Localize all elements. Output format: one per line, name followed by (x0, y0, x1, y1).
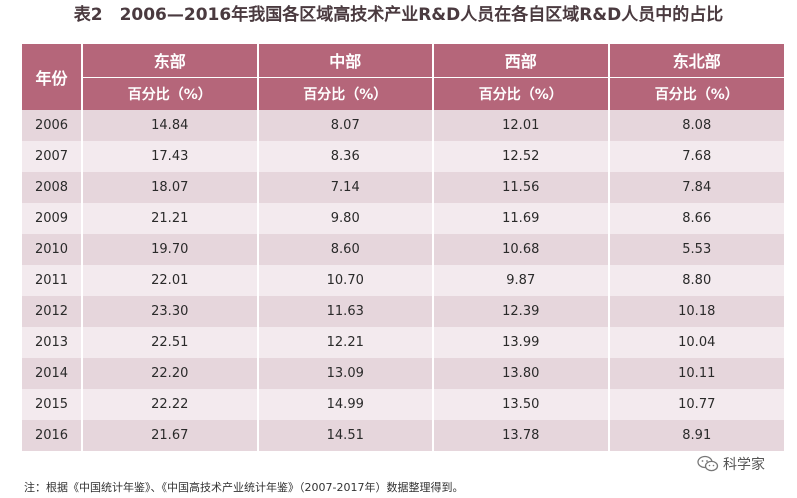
region-header-west: 西部 (433, 44, 610, 78)
table-row: 2006 14.84 8.07 12.01 8.08 (22, 110, 784, 141)
watermark: 科学家 (697, 454, 765, 474)
source-note: 注：根据《中国统计年鉴》、《中国高技术产业统计年鉴》（2007-2017年）数据… (24, 481, 464, 494)
table-row: 2014 22.20 13.09 13.80 10.11 (22, 358, 784, 389)
value-cell: 17.43 (82, 141, 259, 172)
year-cell: 2011 (22, 265, 83, 296)
unit-header: 百分比（%） (257, 77, 434, 110)
value-cell: 10.77 (608, 389, 784, 420)
value-cell: 8.36 (257, 141, 434, 172)
table-row: 2011 22.01 10.70 9.87 8.80 (22, 265, 784, 296)
value-cell: 12.21 (257, 327, 434, 358)
data-table: 年份 东部 中部 西部 东北部 百分比（%） 百分比（%） 百分比（%） 百分比… (22, 44, 784, 451)
value-cell: 10.68 (433, 234, 610, 265)
value-cell: 13.99 (433, 327, 610, 358)
value-cell: 22.22 (82, 389, 259, 420)
unit-header: 百分比（%） (608, 77, 784, 110)
value-cell: 5.53 (608, 234, 784, 265)
value-cell: 10.70 (257, 265, 434, 296)
value-cell: 23.30 (82, 296, 259, 327)
value-cell: 22.20 (82, 358, 259, 389)
year-cell: 2008 (22, 172, 83, 203)
value-cell: 8.91 (608, 420, 784, 451)
year-cell: 2012 (22, 296, 83, 327)
value-cell: 12.52 (433, 141, 610, 172)
value-cell: 8.60 (257, 234, 434, 265)
value-cell: 21.21 (82, 203, 259, 234)
value-cell: 9.80 (257, 203, 434, 234)
year-cell: 2007 (22, 141, 83, 172)
table-row: 2012 23.30 11.63 12.39 10.18 (22, 296, 784, 327)
value-cell: 8.66 (608, 203, 784, 234)
table-row: 2015 22.22 14.99 13.50 10.77 (22, 389, 784, 420)
value-cell: 10.11 (608, 358, 784, 389)
table-body: 2006 14.84 8.07 12.01 8.08 2007 17.43 8.36 12.52… (22, 110, 784, 451)
value-cell: 13.50 (433, 389, 610, 420)
value-cell: 11.56 (433, 172, 610, 203)
watermark-text: 科学家 (723, 457, 765, 473)
table-row: 2010 19.70 8.60 10.68 5.53 (22, 234, 784, 265)
unit-header: 百分比（%） (433, 77, 610, 110)
value-cell: 14.51 (257, 420, 434, 451)
value-cell: 19.70 (82, 234, 259, 265)
table-row: 2009 21.21 9.80 11.69 8.66 (22, 203, 784, 234)
value-cell: 22.01 (82, 265, 259, 296)
value-cell: 8.80 (608, 265, 784, 296)
table-row: 2008 18.07 7.14 11.56 7.84 (22, 172, 784, 203)
value-cell: 11.69 (433, 203, 610, 234)
value-cell: 8.07 (257, 110, 434, 141)
value-cell: 18.07 (82, 172, 259, 203)
unit-header: 百分比（%） (82, 77, 259, 110)
wechat-icon (697, 455, 719, 473)
value-cell: 9.87 (433, 265, 610, 296)
table-row: 2013 22.51 12.21 13.99 10.04 (22, 327, 784, 358)
year-cell: 2006 (22, 110, 83, 141)
value-cell: 13.78 (433, 420, 610, 451)
value-cell: 7.14 (257, 172, 434, 203)
year-header: 年份 (22, 44, 83, 110)
value-cell: 13.09 (257, 358, 434, 389)
value-cell: 7.84 (608, 172, 784, 203)
year-cell: 2014 (22, 358, 83, 389)
year-cell: 2015 (22, 389, 83, 420)
value-cell: 12.39 (433, 296, 610, 327)
value-cell: 13.80 (433, 358, 610, 389)
year-cell: 2010 (22, 234, 83, 265)
region-header-northeast: 东北部 (608, 44, 784, 78)
value-cell: 10.04 (608, 327, 784, 358)
table-row: 2016 21.67 14.51 13.78 8.91 (22, 420, 784, 451)
value-cell: 11.63 (257, 296, 434, 327)
year-cell: 2013 (22, 327, 83, 358)
table-title: 表2 2006—2016年我国各区域高技术产业R&D人员在各自区域R&D人员中的… (73, 5, 724, 25)
value-cell: 22.51 (82, 327, 259, 358)
year-cell: 2009 (22, 203, 83, 234)
value-cell: 14.99 (257, 389, 434, 420)
value-cell: 8.08 (608, 110, 784, 141)
value-cell: 7.68 (608, 141, 784, 172)
region-header-east: 东部 (82, 44, 259, 78)
value-cell: 14.84 (82, 110, 259, 141)
year-cell: 2016 (22, 420, 83, 451)
table-row: 2007 17.43 8.36 12.52 7.68 (22, 141, 784, 172)
value-cell: 12.01 (433, 110, 610, 141)
value-cell: 10.18 (608, 296, 784, 327)
value-cell: 21.67 (82, 420, 259, 451)
region-header-central: 中部 (257, 44, 434, 78)
